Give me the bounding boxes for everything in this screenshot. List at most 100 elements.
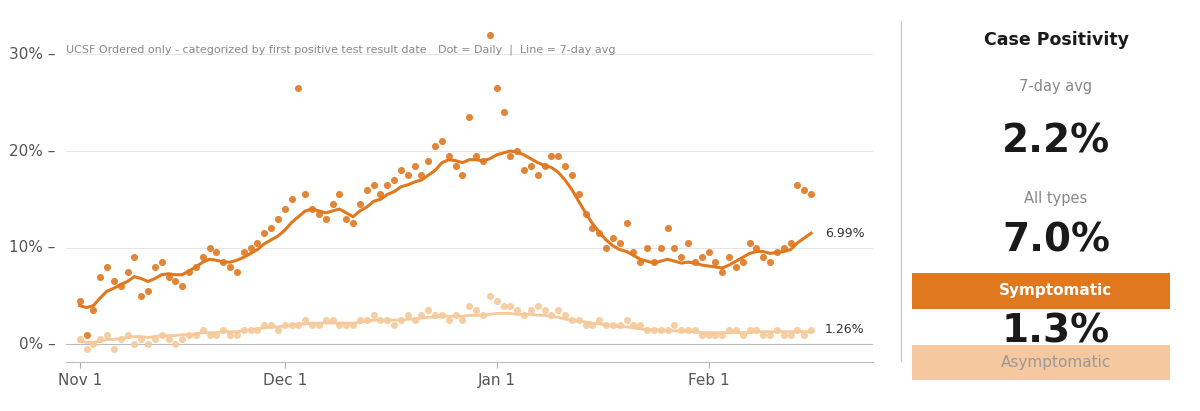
Point	[358, 317, 377, 323]
Point	[781, 331, 800, 338]
Point	[145, 336, 164, 343]
Point	[112, 336, 131, 343]
Point	[754, 331, 773, 338]
Point	[460, 114, 479, 120]
Text: 1.3%: 1.3%	[1002, 312, 1110, 350]
Point	[802, 191, 821, 198]
Point	[678, 240, 697, 246]
Point	[90, 336, 109, 343]
Point	[589, 230, 608, 236]
Point	[97, 264, 116, 270]
Point	[658, 225, 677, 232]
Point	[439, 152, 458, 159]
Point	[644, 326, 664, 333]
Point	[426, 143, 445, 150]
Point	[364, 312, 383, 319]
Point	[610, 240, 629, 246]
Point	[254, 230, 274, 236]
Point	[480, 32, 499, 38]
Point	[275, 206, 294, 212]
Text: 10% –: 10% –	[10, 240, 55, 255]
Point	[637, 326, 656, 333]
Point	[794, 186, 814, 193]
Point	[733, 259, 752, 266]
Point	[754, 254, 773, 261]
Point	[467, 152, 486, 159]
Point	[713, 268, 732, 275]
Point	[275, 322, 294, 328]
Point	[343, 220, 362, 227]
Point	[186, 264, 205, 270]
Point	[556, 312, 575, 319]
Point	[794, 331, 814, 338]
Point	[515, 312, 534, 319]
Point	[186, 331, 205, 338]
Point	[746, 245, 766, 251]
Point	[241, 326, 260, 333]
Point	[254, 322, 274, 328]
Point	[494, 302, 514, 309]
Point	[234, 249, 253, 256]
Point	[500, 302, 520, 309]
Point	[528, 172, 547, 178]
Point	[323, 317, 342, 323]
Text: Dot = Daily  |  Line = 7-day avg: Dot = Daily | Line = 7-day avg	[438, 45, 616, 55]
Point	[384, 322, 403, 328]
Text: UCSF Ordered only - categorized by first positive test result date: UCSF Ordered only - categorized by first…	[66, 46, 427, 55]
Point	[548, 307, 568, 314]
Text: Case Positivity: Case Positivity	[984, 31, 1128, 49]
Point	[610, 322, 629, 328]
Point	[665, 322, 684, 328]
Point	[378, 317, 397, 323]
Point	[419, 307, 438, 314]
Point	[508, 148, 527, 154]
Point	[583, 225, 602, 232]
Point	[508, 307, 527, 314]
Point	[672, 254, 691, 261]
Point	[132, 336, 151, 343]
Point	[295, 317, 314, 323]
Point	[535, 162, 554, 169]
Text: 0% –: 0% –	[19, 337, 55, 352]
Point	[576, 210, 595, 217]
Point	[398, 312, 418, 319]
Point	[173, 336, 192, 343]
Point	[282, 196, 301, 203]
Point	[248, 326, 268, 333]
Point	[767, 326, 786, 333]
Point	[535, 307, 554, 314]
Point	[412, 172, 431, 178]
Point	[84, 341, 103, 348]
Point	[330, 322, 349, 328]
Point	[221, 264, 240, 270]
Text: All types: All types	[1025, 191, 1087, 206]
Point	[350, 201, 370, 208]
Point	[583, 322, 602, 328]
Point	[774, 331, 793, 338]
Point	[706, 259, 725, 266]
Point	[426, 312, 445, 319]
Point	[494, 109, 514, 115]
Point	[761, 331, 780, 338]
Text: 1.26%: 1.26%	[824, 323, 864, 336]
Text: 7-day avg: 7-day avg	[1020, 79, 1092, 94]
Point	[439, 317, 458, 323]
Point	[371, 191, 390, 198]
Point	[624, 322, 643, 328]
Point	[474, 312, 493, 319]
Point	[358, 186, 377, 193]
Point	[152, 259, 172, 266]
Point	[406, 162, 425, 169]
Point	[302, 322, 322, 328]
Point	[720, 326, 739, 333]
Point	[132, 293, 151, 299]
Text: 30% –: 30% –	[10, 47, 55, 62]
Point	[563, 172, 582, 178]
Point	[145, 264, 164, 270]
Point	[262, 322, 281, 328]
Point	[665, 245, 684, 251]
Point	[746, 326, 766, 333]
Point	[378, 182, 397, 188]
Point	[652, 326, 671, 333]
Point	[604, 235, 623, 241]
